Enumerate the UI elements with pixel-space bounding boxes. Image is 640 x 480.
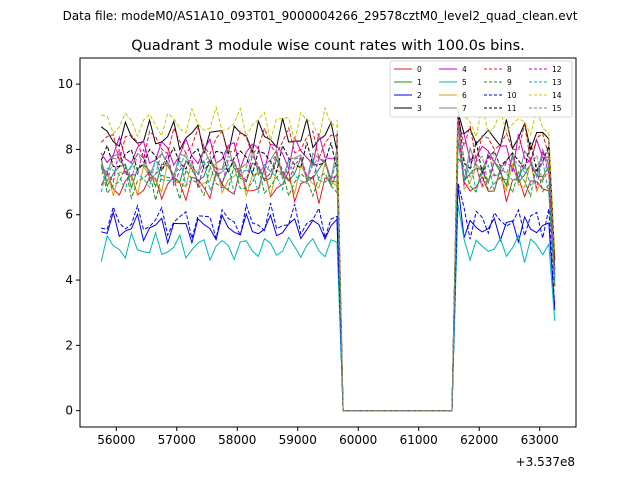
series-line-13 [100, 140, 556, 412]
legend-label-6: 6 [462, 91, 467, 100]
legend-label-5: 5 [462, 78, 467, 87]
legend-label-4: 4 [462, 65, 467, 74]
series-line-4 [100, 129, 556, 412]
chart-title: Quadrant 3 module wise count rates with … [131, 38, 525, 54]
legend-label-0: 0 [417, 65, 422, 74]
x-tick-label: 63000 [521, 433, 559, 447]
data-file-label: Data file: modeM0/AS1A10_093T01_90000042… [63, 9, 578, 23]
series-line-14 [101, 89, 556, 412]
legend-label-12: 12 [552, 65, 562, 74]
x-tick-label: 58000 [218, 433, 256, 447]
legend-label-11: 11 [507, 104, 517, 113]
legend-label-8: 8 [507, 65, 512, 74]
y-tick-label: 10 [58, 77, 73, 91]
series-line-10 [101, 182, 556, 412]
legend-label-2: 2 [417, 91, 422, 100]
x-tick-label: 61000 [400, 433, 438, 447]
series-line-3 [100, 111, 556, 412]
legend-label-1: 1 [417, 78, 422, 87]
x-tick-label: 56000 [97, 433, 135, 447]
axes: 56000 57000 58000 59000 60000 61000 62000 63000… [58, 57, 577, 447]
plot-area [100, 89, 556, 412]
legend-label-3: 3 [417, 104, 422, 113]
series-line-12 [100, 121, 556, 412]
series-line-5 [100, 204, 556, 412]
legend-box [389, 60, 573, 118]
y-tick-label: 6 [65, 208, 73, 222]
legend-label-10: 10 [507, 91, 517, 100]
x-tick-label: 57000 [158, 433, 196, 447]
series-line-15 [100, 124, 556, 412]
legend-label-15: 15 [552, 104, 562, 113]
y-tick-label: 0 [65, 404, 73, 418]
x-tick-label: 59000 [279, 433, 317, 447]
series-line-11 [100, 108, 556, 412]
y-tick-label: 8 [65, 142, 73, 156]
axes-frame [79, 57, 577, 428]
x-offset-label: +3.537e8 [516, 455, 575, 469]
series-line-9 [100, 156, 556, 412]
y-tick-label: 4 [65, 273, 73, 287]
x-tick-label: 60000 [339, 433, 377, 447]
legend-label-9: 9 [507, 78, 512, 87]
series-line-8 [100, 115, 556, 412]
y-tick-label: 2 [65, 338, 73, 352]
series-line-2 [101, 185, 556, 412]
legend-label-14: 14 [552, 91, 562, 100]
legend-label-13: 13 [552, 78, 562, 87]
series-line-6 [101, 121, 556, 412]
x-tick-label: 62000 [460, 433, 498, 447]
legend-label-7: 7 [462, 104, 467, 113]
